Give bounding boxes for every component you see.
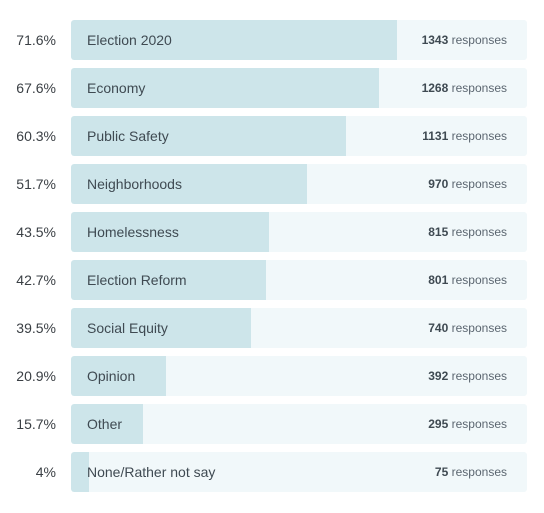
bar-row: 15.7% Other 295 responses	[0, 404, 544, 444]
category-label: Other	[87, 416, 123, 432]
bar-track: Public Safety 1131 responses	[71, 116, 527, 156]
bar-row: 67.6% Economy 1268 responses	[0, 68, 544, 108]
bar-row: 71.6% Election 2020 1343 responses	[0, 20, 544, 60]
responses-word: responses	[451, 273, 507, 287]
bar-fill	[71, 404, 143, 444]
response-count: 295 responses	[428, 404, 507, 444]
bar-track: None/Rather not say 75 responses	[71, 452, 527, 492]
bar-row: 4% None/Rather not say 75 responses	[0, 452, 544, 492]
response-count: 392 responses	[428, 356, 507, 396]
bar-fill	[71, 164, 307, 204]
category-label: Election 2020	[87, 32, 172, 48]
response-count: 75 responses	[435, 452, 507, 492]
response-count: 1131 responses	[422, 116, 507, 156]
bar-track: Homelessness 815 responses	[71, 212, 527, 252]
responses-word: responses	[451, 465, 507, 479]
percent-label: 20.9%	[16, 368, 56, 384]
bar-track: Opinion 392 responses	[71, 356, 527, 396]
percent-label: 71.6%	[16, 32, 56, 48]
responses-word: responses	[451, 81, 507, 95]
percent-label: 67.6%	[16, 80, 56, 96]
category-label: Neighborhoods	[87, 176, 182, 192]
count-value: 740	[428, 321, 449, 335]
bar-track: Other 295 responses	[71, 404, 527, 444]
percent-label: 39.5%	[16, 320, 56, 336]
count-value: 801	[428, 273, 449, 287]
bar-row: 51.7% Neighborhoods 970 responses	[0, 164, 544, 204]
responses-word: responses	[451, 129, 507, 143]
bar-fill	[71, 68, 379, 108]
responses-word: responses	[451, 177, 507, 191]
bar-fill	[71, 308, 251, 348]
response-count: 740 responses	[428, 308, 507, 348]
responses-word: responses	[451, 33, 507, 47]
category-label: Public Safety	[87, 128, 169, 144]
response-count: 1343 responses	[422, 20, 507, 60]
bar-track: Neighborhoods 970 responses	[71, 164, 527, 204]
percent-label: 4%	[35, 464, 56, 480]
bar-track: Election Reform 801 responses	[71, 260, 527, 300]
bar-track: Social Equity 740 responses	[71, 308, 527, 348]
percent-label: 15.7%	[16, 416, 56, 432]
bar-track: Economy 1268 responses	[71, 68, 527, 108]
responses-word: responses	[451, 225, 507, 239]
count-value: 295	[428, 417, 449, 431]
count-value: 970	[428, 177, 449, 191]
bar-fill	[71, 260, 266, 300]
response-count: 815 responses	[428, 212, 507, 252]
percent-label: 60.3%	[16, 128, 56, 144]
response-count: 801 responses	[428, 260, 507, 300]
percent-label: 42.7%	[16, 272, 56, 288]
count-value: 1268	[421, 81, 449, 95]
category-label: Homelessness	[87, 224, 179, 240]
responses-word: responses	[451, 417, 507, 431]
category-label: Economy	[87, 80, 146, 96]
bar-row: 20.9% Opinion 392 responses	[0, 356, 544, 396]
bar-fill	[71, 20, 397, 60]
category-label: Opinion	[87, 368, 136, 384]
bar-fill	[71, 356, 166, 396]
category-label: None/Rather not say	[87, 464, 216, 480]
response-count: 970 responses	[428, 164, 507, 204]
count-value: 392	[428, 369, 449, 383]
bar-fill	[71, 452, 89, 492]
count-value: 1131	[422, 129, 449, 143]
response-bar-chart: 71.6% Election 2020 1343 responses 67.6% Eco…	[0, 20, 544, 500]
response-count: 1268 responses	[422, 68, 507, 108]
bar-row: 43.5% Homelessness 815 responses	[0, 212, 544, 252]
bar-fill	[71, 212, 269, 252]
category-label: Social Equity	[87, 320, 168, 336]
count-value: 1343	[421, 33, 449, 47]
category-label: Election Reform	[87, 272, 187, 288]
responses-word: responses	[451, 369, 507, 383]
bar-fill	[71, 116, 346, 156]
bar-row: 42.7% Election Reform 801 responses	[0, 260, 544, 300]
count-value: 75	[434, 465, 449, 479]
responses-word: responses	[451, 321, 507, 335]
bar-track: Election 2020 1343 responses	[71, 20, 527, 60]
count-value: 815	[428, 225, 449, 239]
percent-label: 43.5%	[16, 224, 56, 240]
percent-label: 51.7%	[16, 176, 56, 192]
bar-row: 39.5% Social Equity 740 responses	[0, 308, 544, 348]
bar-row: 60.3% Public Safety 1131 responses	[0, 116, 544, 156]
